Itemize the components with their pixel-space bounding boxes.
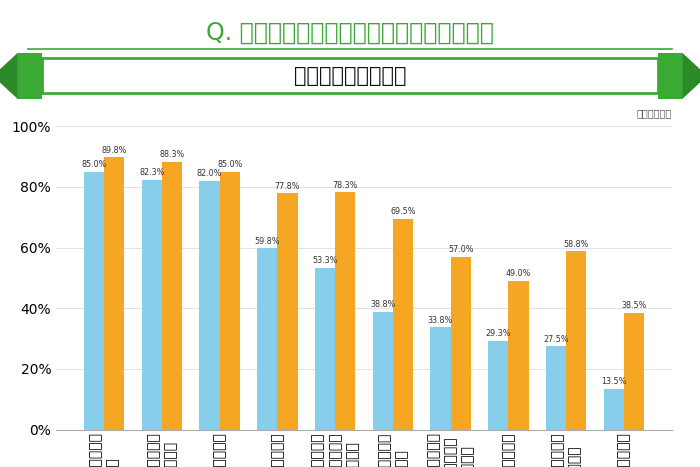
Text: 85.0%: 85.0% (81, 160, 107, 169)
FancyBboxPatch shape (42, 58, 658, 93)
Text: 53.3%: 53.3% (312, 256, 337, 265)
Bar (393, 219, 413, 430)
Bar (199, 181, 220, 430)
Text: 59.8%: 59.8% (255, 237, 280, 246)
Bar (658, 53, 682, 99)
Bar (566, 251, 587, 430)
Bar (277, 193, 297, 430)
Bar (603, 389, 624, 430)
Text: 13.5%: 13.5% (601, 377, 626, 386)
Text: 57.0%: 57.0% (448, 245, 473, 254)
Bar (624, 313, 644, 430)
Bar (315, 268, 335, 430)
Text: 69.5%: 69.5% (390, 207, 416, 216)
Text: 49.0%: 49.0% (505, 269, 531, 278)
Bar (104, 157, 125, 430)
Text: 78.3%: 78.3% (332, 181, 358, 190)
Bar (451, 257, 471, 430)
Bar (220, 172, 240, 430)
Text: 82.3%: 82.3% (139, 169, 164, 177)
Bar (84, 172, 104, 430)
Text: 58.8%: 58.8% (564, 240, 589, 249)
Bar (430, 327, 451, 430)
Text: 88.3%: 88.3% (160, 150, 185, 159)
Text: 27.5%: 27.5% (543, 335, 569, 344)
Text: 印象と必要性の比較: 印象と必要性の比較 (294, 66, 406, 86)
Text: Q. クリニックで必要と思う配慮と印象は？: Q. クリニックで必要と思う配慮と印象は？ (206, 21, 494, 45)
Text: 82.0%: 82.0% (197, 170, 223, 178)
Bar (141, 180, 162, 430)
Bar (335, 192, 356, 430)
Text: 85.0%: 85.0% (217, 160, 242, 169)
Bar (257, 248, 277, 430)
Text: 38.5%: 38.5% (621, 301, 647, 311)
Bar (508, 281, 528, 430)
Text: 89.8%: 89.8% (102, 146, 127, 155)
Text: 38.8%: 38.8% (370, 300, 395, 310)
Polygon shape (0, 53, 18, 99)
Bar (372, 312, 393, 430)
Text: 29.3%: 29.3% (486, 329, 511, 338)
Polygon shape (682, 53, 700, 99)
Bar (546, 346, 566, 430)
Text: 33.8%: 33.8% (428, 316, 453, 325)
Bar (488, 341, 508, 430)
Text: 77.8%: 77.8% (275, 182, 300, 191)
Bar (18, 53, 42, 99)
Bar (162, 162, 182, 430)
Text: （複数回答）: （複数回答） (637, 108, 672, 119)
